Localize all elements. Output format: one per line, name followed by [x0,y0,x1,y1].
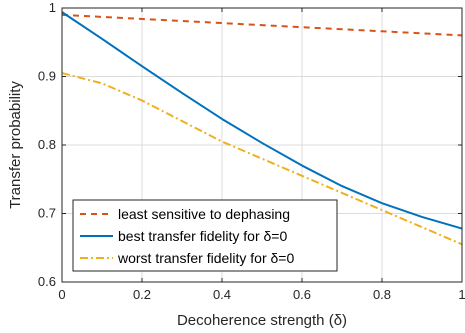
x-tick-label: 0.6 [293,287,311,302]
x-tick-label: 0.2 [133,287,151,302]
x-axis-label: Decoherence strength (δ) [177,312,347,329]
y-tick-label: 0.6 [38,274,56,289]
y-tick-label: 0.9 [38,69,56,84]
y-tick-label: 1 [49,0,56,15]
series-line-best-fidelity [61,11,463,230]
series-line-least-sensitive [61,13,463,37]
y-axis-label: Transfer probability [7,81,24,209]
legend-label-best-fidelity: best transfer fidelity for δ=0 [118,228,287,244]
x-tick-label: 0 [58,287,65,302]
series-layer [61,11,463,246]
x-tick-label: 0.4 [213,287,231,302]
y-tick-label: 0.8 [38,137,56,152]
legend-label-worst-fidelity: worst transfer fidelity for δ=0 [117,250,294,266]
tick-labels: 0 0.2 0.4 0.6 0.8 1 0.6 0.7 0.8 0.9 1 [38,0,465,302]
ticks [61,7,463,283]
legend: least sensitive to dephasing best transf… [72,199,338,272]
y-tick-label: 0.7 [38,206,56,221]
x-tick-label: 1 [458,287,465,302]
series-line-worst-fidelity [61,72,463,246]
legend-box [72,199,338,272]
legend-label-least-sensitive: least sensitive to dephasing [118,206,290,222]
x-tick-label: 0.8 [373,287,391,302]
